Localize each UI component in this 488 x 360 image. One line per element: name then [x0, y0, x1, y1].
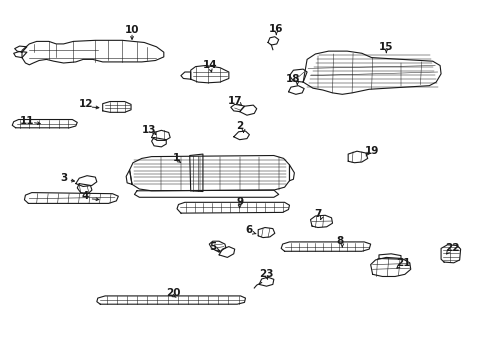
Text: 3: 3 — [60, 173, 67, 183]
Text: 10: 10 — [124, 24, 139, 35]
Text: 13: 13 — [142, 125, 156, 135]
Text: 4: 4 — [81, 191, 89, 201]
Text: 9: 9 — [236, 197, 243, 207]
Text: 21: 21 — [395, 258, 410, 268]
Text: 20: 20 — [166, 288, 181, 298]
Text: 8: 8 — [336, 236, 343, 246]
Polygon shape — [129, 156, 289, 191]
Text: 2: 2 — [236, 121, 243, 131]
Text: 19: 19 — [364, 146, 378, 156]
Text: 12: 12 — [78, 99, 93, 109]
Text: 6: 6 — [245, 225, 252, 235]
Text: 15: 15 — [378, 42, 393, 52]
Text: 18: 18 — [285, 74, 300, 84]
Text: 1: 1 — [172, 153, 179, 163]
Text: 5: 5 — [209, 242, 216, 252]
Text: 22: 22 — [444, 243, 459, 253]
Text: 17: 17 — [227, 96, 242, 106]
Text: 11: 11 — [20, 116, 34, 126]
Text: 14: 14 — [203, 60, 217, 70]
Polygon shape — [303, 51, 440, 94]
Text: 16: 16 — [268, 24, 283, 34]
Text: 7: 7 — [313, 209, 321, 219]
Text: 23: 23 — [259, 269, 273, 279]
